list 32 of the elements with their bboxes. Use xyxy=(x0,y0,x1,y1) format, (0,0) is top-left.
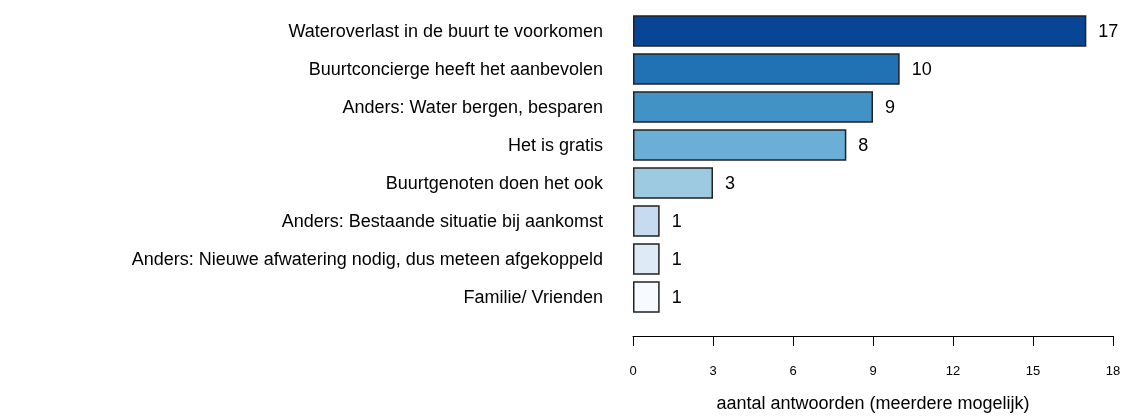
bar xyxy=(633,53,900,85)
x-tick-label: 15 xyxy=(1025,363,1041,378)
data-label: 1 xyxy=(671,211,682,231)
data-label: 1 xyxy=(671,287,682,307)
x-tick-label: 18 xyxy=(1105,363,1121,378)
bar xyxy=(633,91,873,123)
y-tick-label: Het is gratis xyxy=(507,135,603,155)
data-label: 9 xyxy=(885,97,896,117)
x-tick-label: 6 xyxy=(789,363,797,378)
y-tick-label: Buurtconcierge heeft het aanbevolen xyxy=(308,59,603,79)
bar xyxy=(633,281,660,313)
x-tick-label: 3 xyxy=(709,363,717,378)
data-label: 17 xyxy=(1098,21,1119,41)
data-label: 10 xyxy=(911,59,932,79)
bar xyxy=(633,15,1087,47)
data-label: 3 xyxy=(725,173,736,193)
x-tick-label: 12 xyxy=(945,363,961,378)
bar xyxy=(633,167,713,199)
y-tick-label: Anders: Water bergen, besparen xyxy=(342,97,603,117)
y-tick-label: Anders: Bestaande situatie bij aankomst xyxy=(281,211,603,231)
x-tick-label: 9 xyxy=(869,363,877,378)
data-label: 1 xyxy=(671,249,682,269)
x-tick-label: 0 xyxy=(629,363,637,378)
y-tick-label: Wateroverlast in de buurt te voorkomen xyxy=(288,21,603,41)
y-tick-label: Buurtgenoten doen het ook xyxy=(385,173,604,193)
data-label: 8 xyxy=(858,135,869,155)
x-axis-title: aantal antwoorden (meerdere mogelijk) xyxy=(716,393,1030,413)
y-tick-label: Anders: Nieuwe afwatering nodig, dus meteen afgekoppeld xyxy=(131,249,603,269)
bar xyxy=(633,243,660,275)
bar xyxy=(633,129,847,161)
y-tick-label: Familie/ Vrienden xyxy=(463,287,603,307)
bar xyxy=(633,205,660,237)
